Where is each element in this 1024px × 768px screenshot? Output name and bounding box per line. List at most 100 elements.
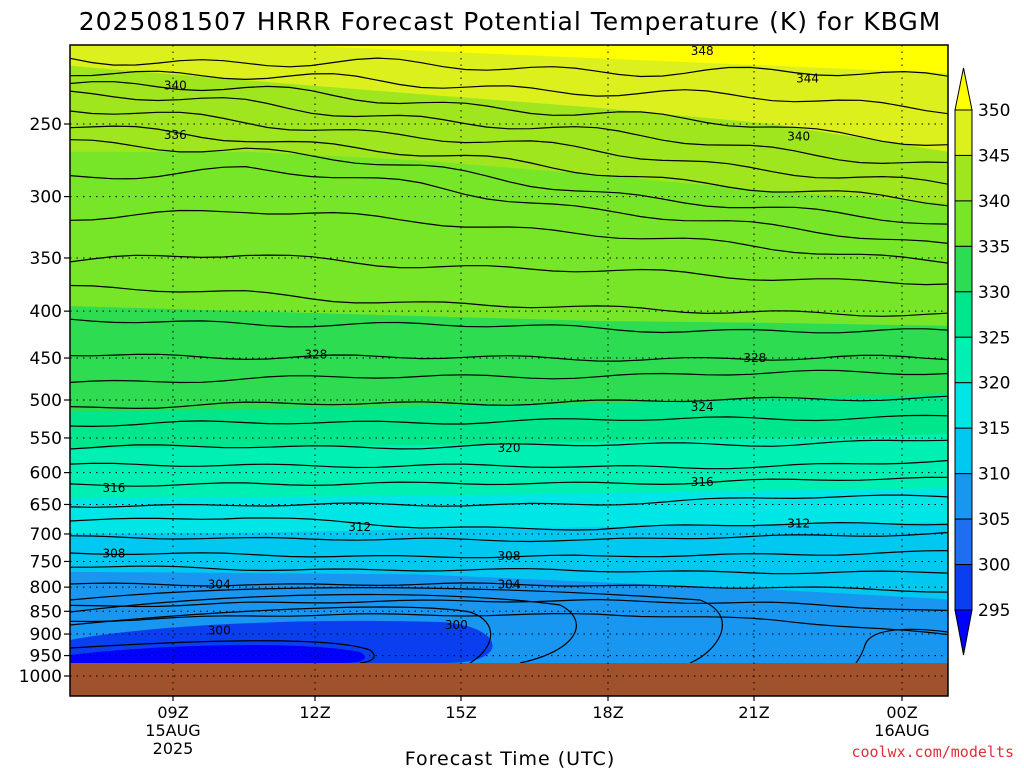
contour-label: 304 — [498, 578, 521, 592]
x-tick-label: 09Z — [157, 703, 188, 722]
contour-label: 328 — [304, 347, 327, 361]
plot-frame — [69, 44, 949, 697]
y-tick-label: 450 — [30, 349, 62, 369]
plot-area: 348 344 340 340 336 328 328 324 320 316 316 312 312 3… — [69, 44, 949, 697]
contour-line — [70, 494, 948, 508]
contour-line — [70, 582, 948, 593]
y-tick-label: 550 — [30, 429, 62, 449]
contour-line — [70, 284, 948, 317]
contour-line — [70, 476, 948, 487]
colorbar-band — [954, 245, 973, 293]
contour-label: 300 — [208, 623, 231, 637]
y-tick-label: 500 — [30, 391, 62, 411]
contour-line — [70, 90, 948, 165]
y-tick-label: 600 — [30, 464, 62, 484]
y-tick-label: 950 — [30, 647, 62, 667]
x-tick-year: 2025 — [153, 739, 194, 758]
colorbar-label: 305 — [978, 510, 1010, 530]
colorbar-band — [954, 109, 973, 156]
colorbar-label: 300 — [978, 556, 1010, 576]
colorbar-label: 340 — [978, 192, 1010, 212]
y-tick-label: 750 — [30, 552, 62, 572]
y-tick-label: 850 — [30, 602, 62, 622]
contour-label: 336 — [164, 128, 187, 142]
contour-line — [855, 628, 948, 663]
contour-line — [70, 110, 948, 185]
contour-label: 312 — [348, 520, 371, 534]
colorbar-label: 320 — [978, 374, 1010, 394]
contour-line — [70, 612, 948, 636]
y-axis-ticks: 250 300 350 400 450 500 550 600 650 700 750 800 850 9… — [19, 115, 70, 687]
contour-label: 304 — [208, 578, 231, 592]
y-tick-label: 700 — [30, 525, 62, 545]
colorbar-band — [954, 382, 973, 429]
contour-line — [70, 414, 948, 428]
colorbar-label: 345 — [978, 146, 1010, 166]
contour-label: 316 — [691, 475, 714, 489]
y-tick-label: 300 — [30, 188, 62, 208]
grid — [70, 45, 948, 696]
contour-line — [70, 125, 948, 207]
contour-label: 316 — [102, 481, 125, 495]
colorbar-band — [954, 564, 973, 611]
contour-line — [70, 165, 948, 244]
colorbar-band — [954, 473, 973, 520]
contour-line — [70, 587, 723, 663]
y-tick-label: 800 — [30, 578, 62, 598]
contour-line — [70, 139, 948, 225]
colorbar-label: 295 — [978, 601, 1010, 621]
colorbar-band — [954, 154, 973, 202]
colorbar-band — [954, 518, 973, 566]
contour-label: 340 — [787, 130, 810, 144]
contour-line — [70, 565, 948, 575]
theta-bands — [70, 45, 948, 663]
chart-title: 2025081507 HRRR Forecast Potential Tempe… — [79, 7, 942, 36]
colorbar-extend-bottom — [954, 609, 973, 656]
colorbar-band — [954, 336, 973, 384]
y-tick-label: 250 — [30, 115, 62, 135]
contour-line — [70, 550, 948, 559]
contour-label: 300 — [445, 618, 468, 632]
colorbar-label: 325 — [978, 328, 1010, 348]
contour-label: 324 — [691, 400, 714, 414]
x-tick-label: 18Z — [592, 703, 623, 722]
credit-text: coolwx.com/modelts — [851, 743, 1014, 761]
contour-line — [70, 531, 948, 543]
contour-label: 348 — [691, 44, 714, 58]
colorbar-label: 315 — [978, 419, 1010, 439]
y-tick-label: 1000 — [19, 667, 62, 687]
contour-line — [70, 606, 492, 663]
contour-line — [70, 517, 948, 531]
x-tick-date: 16AUG — [874, 721, 929, 740]
contour-line — [70, 57, 948, 78]
contour-line — [70, 640, 375, 663]
contour-line — [70, 395, 948, 410]
contour-line — [70, 353, 948, 362]
y-tick-label: 400 — [30, 302, 62, 322]
contour-label: 312 — [787, 517, 810, 531]
x-tick-label: 15Z — [445, 703, 476, 722]
y-tick-label: 650 — [30, 495, 62, 515]
contour-lines — [70, 57, 948, 663]
contour-label: 308 — [102, 546, 125, 560]
contour-label: 328 — [743, 351, 766, 365]
colorbar-label: 330 — [978, 283, 1010, 303]
ground-surface — [70, 663, 948, 696]
cold-pool-295 — [70, 644, 365, 663]
contour-line — [70, 81, 948, 147]
x-tick-date: 15AUG — [145, 721, 200, 740]
contour-line — [70, 209, 948, 264]
contour-line — [70, 598, 948, 612]
y-tick-label: 900 — [30, 625, 62, 645]
colorbar-label: 310 — [978, 465, 1010, 485]
colorbar-band — [954, 427, 973, 475]
contour-line — [70, 369, 948, 384]
colorbar-band — [954, 200, 973, 247]
contour-label: 320 — [498, 441, 521, 455]
colorbar-label: 350 — [978, 101, 1010, 121]
y-tick-label: 350 — [30, 249, 62, 269]
contour-line — [70, 593, 577, 663]
x-tick-label: 21Z — [738, 703, 769, 722]
